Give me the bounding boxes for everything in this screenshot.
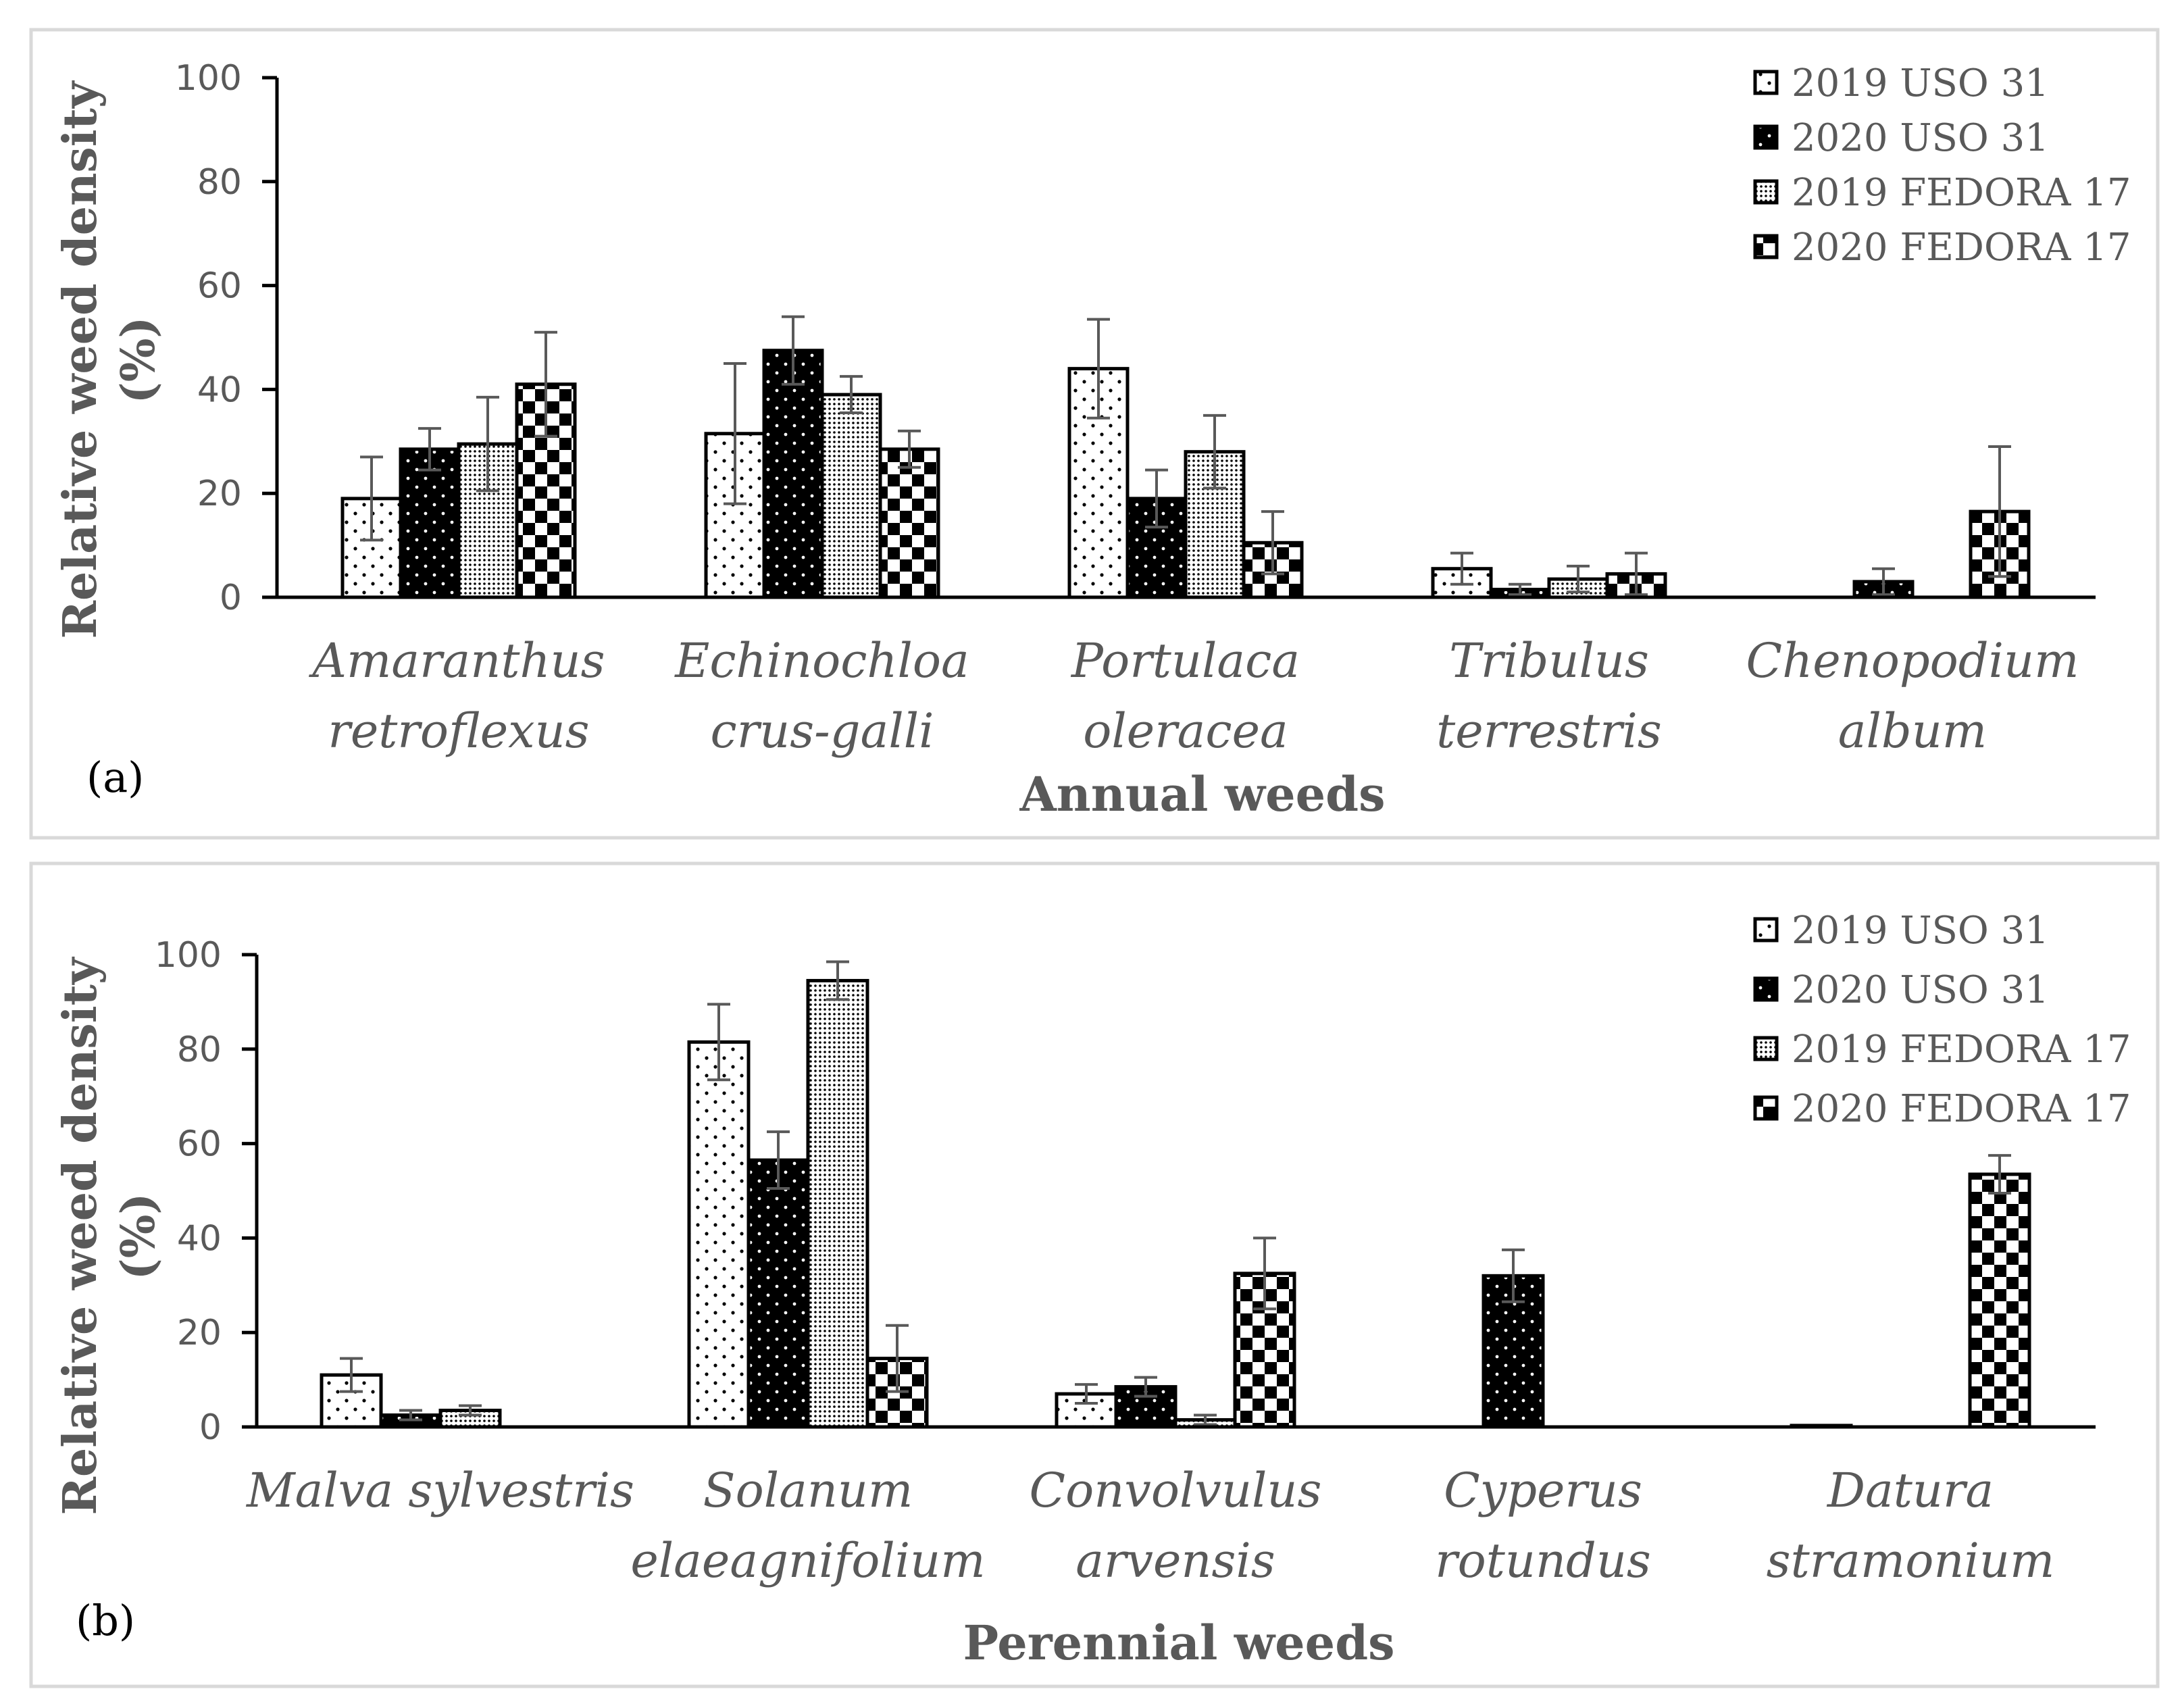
legend-label: 2019 FEDORA 17	[1792, 171, 2131, 215]
bar	[878, 447, 940, 599]
chart-b-category-label: Datura	[1826, 1463, 1994, 1518]
bar	[1968, 1172, 2031, 1429]
chart-b-y-tick-label: 80	[177, 1030, 222, 1070]
bar	[762, 349, 824, 599]
chart-b-yaxis: 0 20 40 60 80 100	[155, 935, 259, 1448]
chart-b-category-label: rotundus	[1435, 1533, 1651, 1588]
panel-a: 0 20 40 60 80 100 Amaranthus retroflexus Echino…	[29, 28, 2160, 840]
chart-b-y-tick-label: 100	[155, 935, 222, 976]
chart-a-category-label: oleracea	[1083, 703, 1288, 759]
chart-a-category-label: crus-galli	[710, 703, 934, 759]
bar	[746, 1158, 810, 1429]
chart-a-y-tick-label: 40	[197, 370, 242, 410]
chart-a-category-label: Amaranthus	[308, 633, 605, 688]
chart-b-ylabel-line1: Relative weed density	[53, 956, 107, 1515]
chart-b-panel-label: (b)	[76, 1596, 135, 1645]
chart-a-category-label: Echinochloa	[674, 633, 969, 688]
chart-b-y-tick-label: 0	[199, 1407, 222, 1448]
bar	[820, 393, 882, 599]
bar	[806, 978, 869, 1429]
chart-b-category-label: elaeagnifolium	[630, 1533, 985, 1588]
chart-a-legend: 2019 USO 31 2020 USO 31 2019 FEDORA 17 2020…	[1753, 61, 2131, 270]
legend-swatch	[1753, 70, 1779, 95]
chart-b-ylabel-line2: (%)	[111, 1193, 166, 1280]
legend-label: 2020 FEDORA 17	[1792, 1087, 2131, 1131]
chart-a-category-label: terrestris	[1436, 703, 1662, 759]
chart-b-category-label: arvensis	[1075, 1533, 1275, 1588]
legend-label: 2020 USO 31	[1792, 968, 2049, 1012]
chart-b-category-label: stramonium	[1767, 1533, 2055, 1588]
chart-a-bars	[340, 315, 2031, 599]
legend-label: 2020 USO 31	[1792, 116, 2049, 160]
chart-b-y-tick-label: 60	[177, 1124, 222, 1165]
legend-label: 2019 USO 31	[1792, 909, 2049, 953]
chart-b-category-label: Cyperus	[1444, 1463, 1642, 1518]
chart-b-categories: Malva sylvestris Solanum elaeagnifolium Con…	[245, 1463, 2054, 1588]
chart-a-ylabel-line1: Relative weed density	[53, 80, 107, 638]
chart-a-xlabel: Annual weeds	[1019, 766, 1386, 822]
chart-a-category-label: Portulaca	[1070, 633, 1300, 688]
chart-a-category-label: Chenopodium	[1746, 633, 2079, 688]
chart-a-categories: Amaranthus retroflexus Echinochloa crus-gal…	[308, 633, 2079, 759]
legend-swatch	[1753, 234, 1779, 259]
bar	[399, 447, 461, 599]
chart-a-panel-label: (a)	[86, 753, 144, 802]
chart-b-bars	[320, 960, 2031, 1429]
legend-swatch	[1753, 1036, 1779, 1061]
legend-label: 2019 FEDORA 17	[1792, 1028, 2131, 1072]
legend-swatch	[1753, 917, 1779, 943]
chart-b-xlabel: Perennial weeds	[963, 1615, 1394, 1671]
panel-b: 0 20 40 60 80 100 Malva sylvestris Solanum elae…	[29, 861, 2160, 1688]
bar	[687, 1040, 751, 1429]
chart-b-category-label: Convolvulus	[1030, 1463, 1322, 1518]
chart-a-y-tick-label: 80	[197, 162, 242, 203]
chart-a-category-label: Tribulus	[1449, 633, 1649, 688]
legend-swatch	[1753, 1095, 1779, 1121]
chart-a-y-tick-label: 20	[197, 474, 242, 514]
legend-label: 2019 USO 31	[1792, 61, 2049, 105]
chart-b-category-label: Solanum	[703, 1463, 913, 1518]
chart-a-category-label: retroflexus	[328, 703, 589, 759]
chart-a-ylabel-line2: (%)	[111, 317, 166, 404]
chart-a-yaxis: 0 20 40 60 80 100	[175, 58, 279, 618]
legend-swatch	[1753, 976, 1779, 1002]
chart-b-y-tick-label: 20	[177, 1313, 222, 1353]
chart-b-legend: 2019 USO 31 2020 USO 31 2019 FEDORA 17 2020…	[1753, 909, 2131, 1131]
chart-b-y-tick-label: 40	[177, 1218, 222, 1259]
chart-a-y-tick-label: 60	[197, 266, 242, 307]
legend-label: 2020 FEDORA 17	[1792, 226, 2131, 270]
legend-swatch	[1753, 179, 1779, 205]
chart-b-category-label: Malva sylvestris	[245, 1463, 634, 1518]
panel-b-frame	[29, 861, 2160, 1688]
legend-swatch	[1753, 124, 1779, 150]
chart-a-y-tick-label: 0	[220, 578, 242, 618]
chart-a-category-label: album	[1838, 703, 1987, 759]
chart-a-y-tick-label: 100	[175, 58, 242, 99]
